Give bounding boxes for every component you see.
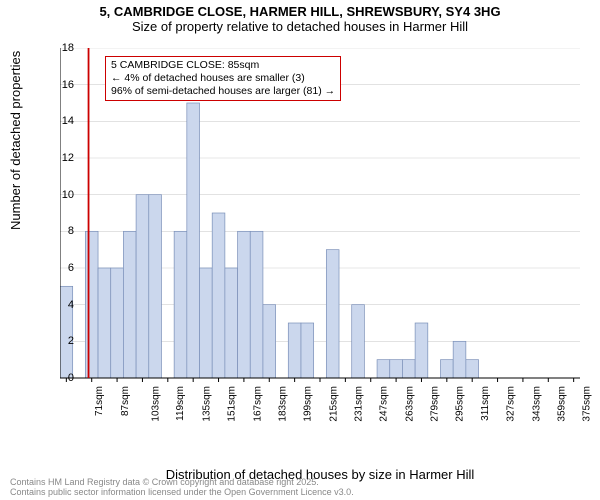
annotation-box: 5 CAMBRIDGE CLOSE: 85sqm ← 4% of detache… (105, 56, 341, 101)
x-tick: 151sqm (227, 386, 238, 422)
y-tick: 2 (68, 335, 74, 347)
footer-line-2: Contains public sector information licen… (10, 488, 354, 498)
x-tick: 263sqm (404, 386, 415, 422)
chart-container: 5, CAMBRIDGE CLOSE, HARMER HILL, SHREWSB… (0, 0, 600, 500)
x-tick: 199sqm (303, 386, 314, 422)
x-tick: 215sqm (328, 386, 339, 422)
annotation-line-1: 5 CAMBRIDGE CLOSE: 85sqm (111, 59, 335, 72)
x-tick: 343sqm (531, 386, 542, 422)
annotation-line-3: 96% of semi-detached houses are larger (… (111, 85, 335, 98)
x-tick: 119sqm (175, 386, 186, 421)
chart-title: 5, CAMBRIDGE CLOSE, HARMER HILL, SHREWSB… (0, 0, 600, 19)
y-tick: 8 (68, 225, 74, 237)
x-tick: 103sqm (151, 386, 162, 422)
plot-svg (60, 48, 580, 428)
x-tick: 375sqm (582, 386, 593, 422)
x-tick: 231sqm (354, 386, 365, 422)
footer: Contains HM Land Registry data © Crown c… (10, 478, 354, 498)
chart-subtitle: Size of property relative to detached ho… (0, 19, 600, 34)
y-tick: 18 (62, 42, 74, 54)
x-tick: 87sqm (120, 386, 131, 416)
chart-area: 5 CAMBRIDGE CLOSE: 85sqm ← 4% of detache… (60, 48, 580, 428)
y-tick: 10 (62, 189, 74, 201)
x-tick: 167sqm (252, 386, 263, 422)
annotation-line-2: ← 4% of detached houses are smaller (3) (111, 72, 335, 85)
x-tick: 327sqm (506, 386, 517, 422)
y-tick: 14 (62, 115, 74, 127)
x-tick: 135sqm (201, 386, 212, 422)
x-tick: 71sqm (94, 386, 105, 416)
x-tick: 279sqm (430, 386, 441, 422)
x-tick: 311sqm (480, 386, 491, 421)
y-tick: 4 (68, 299, 74, 311)
y-axis-label: Number of detached properties (8, 51, 23, 230)
x-tick: 359sqm (557, 386, 568, 422)
x-tick: 247sqm (379, 386, 390, 422)
x-tick: 183sqm (277, 386, 288, 422)
y-tick: 6 (68, 262, 74, 274)
y-tick: 16 (62, 79, 74, 91)
x-tick: 295sqm (455, 386, 466, 422)
y-tick: 0 (68, 372, 74, 384)
y-tick: 12 (62, 152, 74, 164)
